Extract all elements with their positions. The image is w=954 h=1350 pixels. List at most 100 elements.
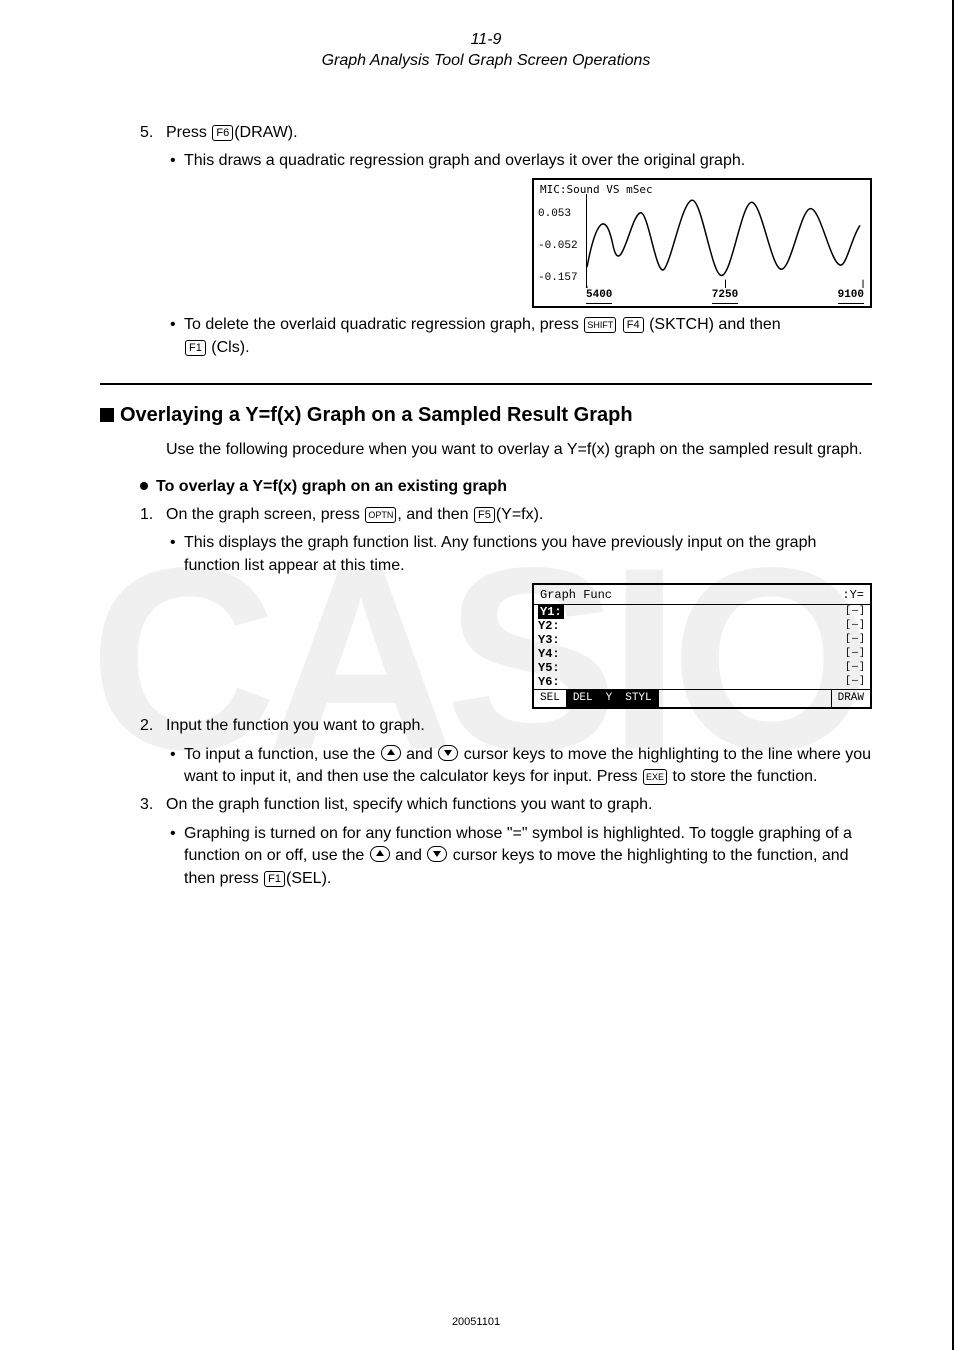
list-row: Y1: [—] [538,605,866,619]
page-title: Graph Analysis Tool Graph Screen Operati… [100,51,872,72]
section-title: Overlaying a Y=f(x) Graph on a Sampled R… [100,401,872,429]
bullet-dot: • [170,823,184,890]
row-label: Y3: [538,633,560,647]
list-row: Y5: [—] [538,661,866,675]
step-text: On the graph screen, press OPTN, and the… [166,504,543,526]
text: (SEL). [286,870,331,887]
step-number: 2. [140,715,166,737]
text: (DRAW). [234,124,297,141]
procedure-heading: To overlay a Y=f(x) graph on an existing… [140,476,872,498]
step-3: 3. On the graph function list, specify w… [140,794,872,816]
row-style: [—] [845,661,866,675]
list-body: Y1: [—] Y2:[—] Y3: [—] Y4: [—] Y5: [—] Y6: [—… [534,605,870,689]
row-label: Y1: [538,605,564,619]
bullet-text: Graphing is turned on for any function w… [184,823,872,890]
step-text: On the graph function list, specify whic… [166,794,653,816]
text: , and then [397,506,473,523]
bullet-text: To delete the overlaid quadratic regress… [184,314,781,359]
bullet-dot: • [170,314,184,359]
key-f1: F1 [185,340,206,356]
text: On the graph screen, press [166,506,364,523]
row-label: Y2: [538,619,560,633]
row-label: Y5: [538,661,560,675]
row-style: [—] [845,605,866,619]
y-label: -0.157 [538,262,578,294]
row-style: [—] [845,675,866,689]
step-text: Press F6(DRAW). [166,122,298,144]
bullet: • This draws a quadratic regression grap… [170,150,872,172]
key-optn: OPTN [365,507,396,523]
list-header-left: Graph Func [540,587,612,604]
y-label: -0.052 [538,230,578,262]
text: (SKTCH) and then [649,316,781,333]
list-row: Y3: [—] [538,633,866,647]
bullet-text: This draws a quadratic regression graph … [184,150,745,172]
key-f6: F6 [212,125,233,141]
step-text: Input the function you want to graph. [166,715,425,737]
key-shift: SHIFT [584,317,616,333]
row-style: [—] [845,647,866,661]
list-footer: SEL DEL Y STYL DRAW [534,689,870,707]
cursor-down-icon [438,745,458,761]
page-header: 11-9 Graph Analysis Tool Graph Screen Op… [100,30,872,72]
bullet: • To input a function, use the and curso… [170,744,872,789]
text: and [391,847,427,864]
section-title-text: Overlaying a Y=f(x) Graph on a Sampled R… [120,404,633,426]
y-axis-labels: 0.053 -0.052 -0.157 [538,198,578,294]
x-axis-labels: 5400 7250 9100 [586,288,864,304]
bullet-dot: • [170,744,184,789]
x-label: 5400 [586,288,612,304]
lcd-function-list: Graph Func :Y= Y1:[—] Y2:[—] Y3:[—] Y4:[… [532,583,872,709]
softkey-draw: DRAW [831,690,870,707]
cursor-up-icon [370,846,390,862]
step-2: 2. Input the function you want to graph. [140,715,872,737]
divider [100,383,872,385]
text: to store the function. [668,768,817,785]
bullet: • This displays the graph function list.… [170,532,872,577]
bullet-text: This displays the graph function list. A… [184,532,872,577]
step-number: 5. [140,122,166,144]
text: and [402,746,438,763]
cursor-up-icon [381,745,401,761]
key-f5: F5 [474,507,495,523]
key-exe: EXE [643,769,667,785]
step-number: 1. [140,504,166,526]
page-ref: 11-9 [100,30,872,51]
section-intro: Use the following procedure when you wan… [166,439,872,461]
softkey-styl: STYL [619,690,658,707]
page: CASIO 11-9 Graph Analysis Tool Graph Scr… [0,0,954,1350]
y-label: 0.053 [538,198,578,230]
cursor-down-icon [427,846,447,862]
softkey-spacer [659,690,831,707]
text: To delete the overlaid quadratic regress… [184,316,583,333]
key-f1: F1 [264,871,285,887]
bullet: • To delete the overlaid quadratic regre… [170,314,872,359]
square-icon [100,408,114,422]
x-label: 7250 [712,288,738,304]
list-row: Y2:[—] [538,619,866,633]
text: To input a function, use the [184,746,380,763]
row-label: Y4: [538,647,560,661]
chart-svg [587,194,864,288]
text: (Y=fx). [496,506,544,523]
round-dot-icon [140,482,148,490]
key-f4: F4 [623,317,644,333]
softkey-y: Y [600,690,620,707]
row-label: Y6: [538,675,560,689]
procedure-heading-text: To overlay a Y=f(x) graph on an existing… [156,478,507,495]
list-row: Y4: [—] [538,647,866,661]
x-label: 9100 [838,288,864,304]
softkey-sel: SEL [534,690,567,707]
bullet-dot: • [170,532,184,577]
bullet: • Graphing is turned on for any function… [170,823,872,890]
list-header: Graph Func :Y= [534,587,870,605]
lcd-chart: MIC:Sound VS mSec 0.053 -0.052 -0.157 54… [532,178,872,308]
list-row: Y6: [—] [538,675,866,689]
text: (Cls). [211,339,249,356]
step-5: 5. Press F6(DRAW). [140,122,872,144]
chart-series [587,201,860,276]
row-style: [—] [845,633,866,647]
bullet-text: To input a function, use the and cursor … [184,744,872,789]
footer-date: 20051101 [0,1316,952,1328]
content: 5. Press F6(DRAW). • This draws a quadra… [100,122,872,890]
